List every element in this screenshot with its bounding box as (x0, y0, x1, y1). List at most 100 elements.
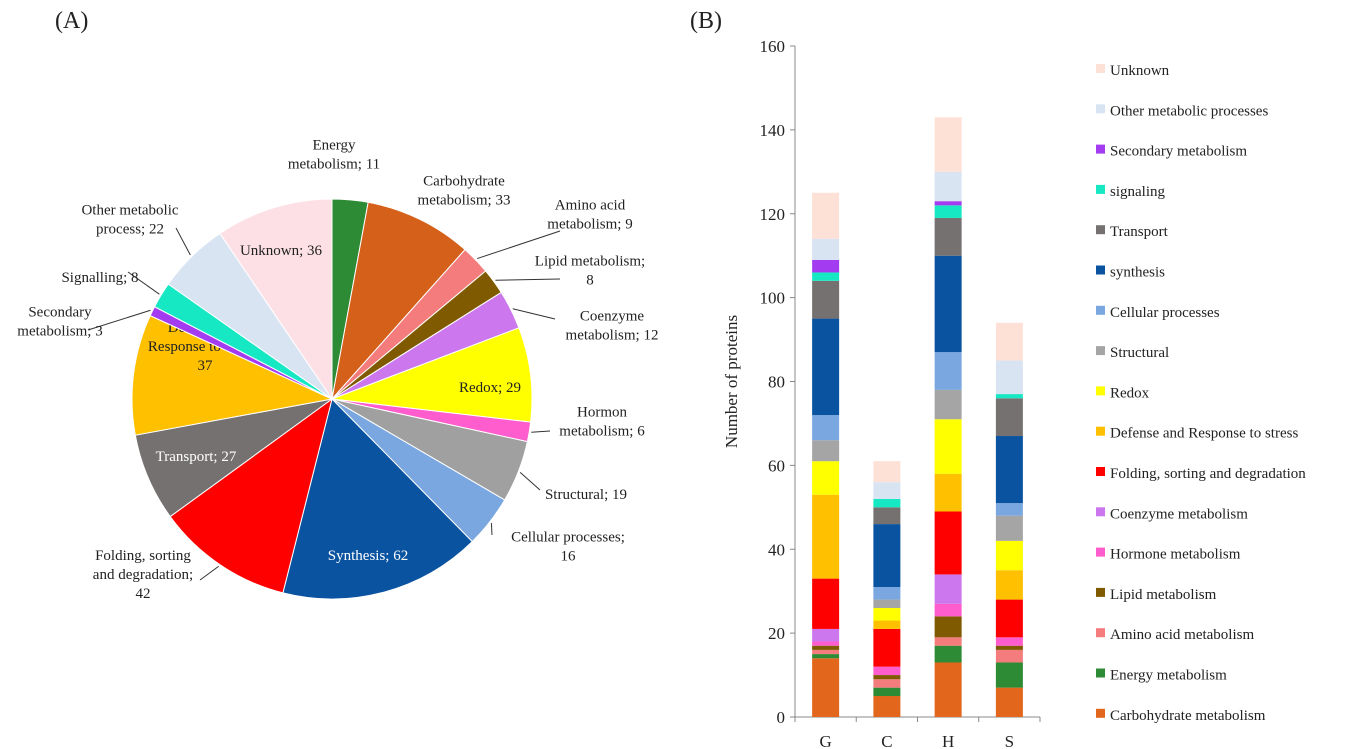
legend-label-hormone-metabolism: Hormone metabolism (1110, 547, 1241, 563)
bar-segment-c-unknown (873, 461, 901, 483)
legend-swatch-secondary-metabolism (1096, 144, 1105, 154)
pie-label-hormon-metabolism: Hormon metabolism; 6 (559, 405, 645, 440)
bar-segment-c-amino-acid-metabolism (873, 679, 901, 688)
bar-segment-g-energy-metabolism (812, 654, 840, 659)
x-tick-label-s: S (1005, 732, 1014, 749)
bar-segment-h-signaling (934, 205, 962, 218)
pie-leader-line-structural (519, 472, 541, 491)
pie-label-cellular-processes: Cellular processes; 16 (511, 530, 625, 565)
legend-label-structural: Structural (1110, 345, 1169, 361)
legend-swatch-unknown (1096, 64, 1105, 73)
legend-label-lipid-metabolism: Lipid metabolism (1110, 587, 1217, 603)
bar-segment-s-folding-sorting-and-degradation (995, 599, 1023, 638)
pie-label-other-metabolic-process: Other metabolic process; 22 (81, 203, 178, 238)
pie-label-folding-sorting-and-degradation: Folding, sorting and degradation; 42 (93, 548, 193, 602)
legend-swatch-lipid-metabolism (1096, 587, 1105, 597)
pie-label-unknown: Unknown; 36 (240, 243, 323, 259)
pie-slice-folding-sorting-and-degradation (169, 397, 333, 594)
bar-segment-c-structural (873, 599, 901, 608)
legend-label-coenzyme-metabolism: Coenzyme metabolism (1110, 506, 1248, 522)
bar-segment-g-lipid-metabolism (812, 645, 840, 650)
bar-segment-g-carbohydrate-metabolism (812, 658, 840, 717)
bar-segment-h-hormone-metabolism (934, 603, 962, 617)
bar-segment-s-unknown (995, 322, 1023, 361)
legend-label-unknown: Unknown (1110, 63, 1170, 79)
bar-segment-g-cellular-processes (812, 415, 840, 441)
pie-leader-line-coenzyme-metabolism (512, 308, 556, 320)
legend-label-cellular-processes: Cellular processes (1110, 305, 1220, 321)
bar-segment-c-redox (873, 607, 901, 621)
y-tick-label: 120 (760, 205, 786, 224)
pie-slice-defense-and-response-to-stress (131, 314, 334, 436)
bar-segment-h-synthesis (934, 255, 962, 353)
bar-segment-s-cellular-processes (995, 503, 1023, 516)
bar-segment-c-energy-metabolism (873, 687, 901, 697)
bar-segment-s-defense-and-response-to-stress (995, 570, 1023, 600)
legend-label-energy-metabolism: Energy metabolism (1110, 668, 1227, 684)
bar-segment-s-other-metabolic-processes (995, 360, 1023, 395)
pie-label-signalling: Signalling; 8 (61, 270, 138, 286)
y-tick-label: 160 (760, 37, 786, 56)
bar-segment-s-energy-metabolism (995, 662, 1023, 688)
bar-segment-c-synthesis (873, 524, 901, 587)
bar-segment-s-transport (995, 398, 1023, 437)
bar-segment-c-transport (873, 507, 901, 525)
legend-swatch-cellular-processes (1096, 305, 1105, 315)
legend-label-defense-and-response-to-stress: Defense and Response to stress (1110, 426, 1298, 442)
legend: Unknown Other metabolic processes Secondar… (1096, 63, 1306, 724)
pie-leader-line-signalling (127, 271, 160, 295)
bar-segment-c-folding-sorting-and-degradation (873, 628, 901, 667)
bar-segment-s-redox (995, 540, 1023, 571)
pie-leader-line-hormon-metabolism (531, 430, 551, 433)
y-tick-label: 20 (768, 624, 785, 643)
bar-segment-h-unknown (934, 117, 962, 172)
stacked-bar-chart: 0 20 40 60 80 100 120 140 160 Number of proteins G… (722, 37, 1306, 749)
pie-chart: Energy metabolism; 11 Carbohydrate metaboli… (17, 138, 659, 603)
bar-segment-g-synthesis (812, 318, 840, 416)
pie-slice-redox (331, 327, 533, 423)
bar-segment-c-lipid-metabolism (873, 675, 901, 680)
bar-segment-h-amino-acid-metabolism (934, 637, 962, 646)
legend-label-other-metabolic-processes: Other metabolic processes (1110, 103, 1268, 119)
bar-segment-c-carbohydrate-metabolism (873, 696, 901, 717)
bar-segment-h-secondary-metabolism (934, 201, 962, 206)
bar-segment-h-carbohydrate-metabolism (934, 662, 962, 717)
bar-segment-g-amino-acid-metabolism (812, 649, 840, 655)
bar-segment-h-folding-sorting-and-degradation (934, 511, 962, 575)
bar-segment-h-lipid-metabolism (934, 616, 962, 638)
y-tick-label: 0 (777, 708, 786, 727)
legend-label-redox: Redox (1110, 385, 1150, 401)
panel-a-label: (A) (55, 8, 89, 34)
legend-label-transport: Transport (1110, 224, 1169, 240)
y-tick-label: 40 (768, 540, 785, 559)
pie-leader-line-lipid-metabolism (495, 278, 561, 281)
bar-segment-h-other-metabolic-processes (934, 171, 962, 202)
bar-segment-s-amino-acid-metabolism (995, 649, 1023, 663)
pie-slice-unknown (219, 198, 333, 401)
bar-segment-c-other-metabolic-processes (873, 482, 901, 499)
y-tick-label: 80 (768, 373, 785, 392)
pie-label-carbohydrate-metabolism: Carbohydrate metabolism; 33 (418, 174, 511, 209)
bar-segment-s-hormone-metabolism (995, 637, 1023, 646)
legend-swatch-coenzyme-metabolism (1096, 507, 1105, 517)
legend-swatch-other-metabolic-processes (1096, 104, 1105, 114)
pie-label-energy-metabolism: Energy metabolism; 11 (288, 138, 380, 173)
pie-label-coenzyme-metabolism: Coenzyme metabolism; 12 (566, 309, 659, 344)
legend-swatch-amino-acid-metabolism (1096, 628, 1105, 638)
legend-label-signaling: signaling (1110, 184, 1165, 200)
pie-leader-line-amino-acid-metabolism (477, 230, 561, 260)
bar-segment-g-coenzyme-metabolism (812, 628, 840, 642)
pie-label-structural: Structural; 19 (545, 487, 627, 503)
y-axis-label: Number of proteins (722, 315, 741, 448)
y-tick-label: 100 (760, 289, 786, 308)
legend-swatch-carbohydrate-metabolism (1096, 708, 1105, 718)
pie-label-lipid-metabolism: Lipid metabolism; 8 (535, 254, 645, 289)
legend-label-amino-acid-metabolism: Amino acid metabolism (1110, 627, 1254, 643)
bar-segment-h-defense-and-response-to-stress (934, 473, 962, 512)
bar-segment-h-coenzyme-metabolism (934, 574, 962, 604)
bar-segment-g-unknown (812, 192, 840, 239)
bar-segment-g-signaling (812, 272, 840, 281)
bar-segment-s-carbohydrate-metabolism (995, 687, 1023, 717)
bar-segment-h-cellular-processes (934, 352, 962, 390)
bar-segment-h-transport (934, 217, 962, 256)
